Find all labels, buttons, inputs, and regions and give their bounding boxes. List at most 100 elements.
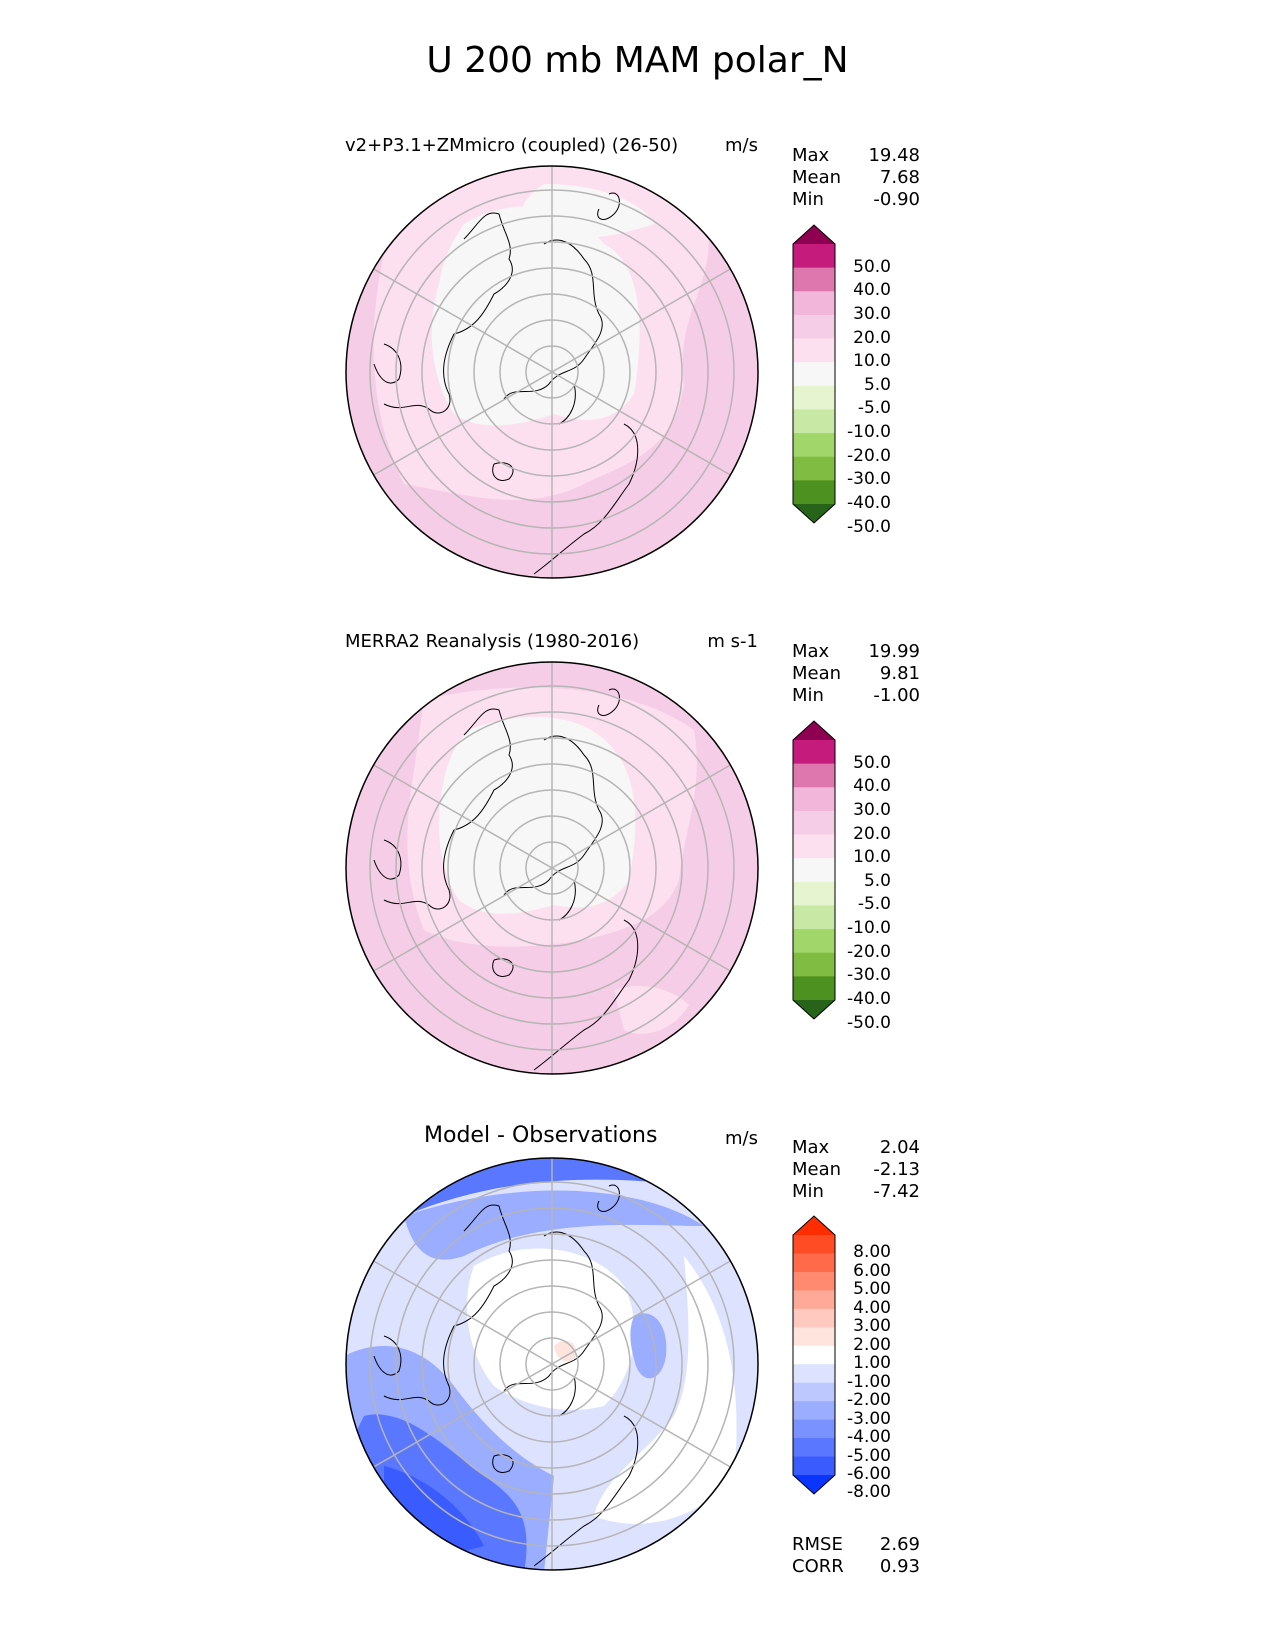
panel-2-max-value: 19.99 xyxy=(868,641,920,662)
colorbar-segment xyxy=(793,456,835,481)
colorbar-segment xyxy=(793,858,835,883)
colorbar-segment xyxy=(793,787,835,812)
panel-1-polar-map xyxy=(345,165,759,579)
colorbar-outline xyxy=(792,1215,836,1495)
panel-2-units: m s-1 xyxy=(707,631,758,652)
colorbar-segment xyxy=(793,1438,835,1458)
colorbar-tick-label: -40.0 xyxy=(847,493,891,513)
colorbar-outline xyxy=(792,720,836,1020)
colorbar-extend-min xyxy=(793,504,835,523)
colorbar-tick-label: -6.00 xyxy=(847,1464,891,1484)
colorbar-tick-label: 50.0 xyxy=(853,256,891,277)
panel-3-units: m/s xyxy=(725,1128,758,1149)
colorbar-segment xyxy=(793,905,835,930)
colorbar-extend-max xyxy=(793,1216,835,1235)
panel-1-coastlines xyxy=(373,192,639,575)
colorbar-segment xyxy=(793,810,835,836)
colorbar-tick-label: -1.00 xyxy=(847,1371,891,1392)
colorbar-segment xyxy=(793,1327,835,1347)
colorbar-segment xyxy=(793,1308,835,1328)
colorbar-segment xyxy=(793,1345,835,1365)
colorbar-segment xyxy=(793,881,835,906)
panel-2-min-value: -1.00 xyxy=(873,685,920,706)
panel-1-min-value: -0.90 xyxy=(873,189,920,210)
colorbar-segment xyxy=(793,267,835,292)
colorbar-tick-label: -5.0 xyxy=(857,894,891,915)
colorbar-segment xyxy=(793,362,835,387)
colorbar-tick-label: 40.0 xyxy=(853,776,891,797)
panel-3-title: Model - Observations xyxy=(424,1123,658,1148)
panel-3-min-value: -7.42 xyxy=(873,1181,920,1202)
colorbar-tick-label: -8.00 xyxy=(847,1482,891,1503)
panel-1-graticule xyxy=(369,166,735,578)
panel-3-map-boundary xyxy=(345,1157,759,1571)
colorbar-tick-label: -10.0 xyxy=(847,918,891,939)
colorbar-tick-label: -3.00 xyxy=(847,1408,891,1429)
colorbar-tick-label: 8.00 xyxy=(853,1242,891,1263)
panel-3-colorbar xyxy=(792,1215,836,1499)
panel-3-corr-label: CORR xyxy=(792,1556,844,1577)
panel-3-graticule xyxy=(369,1158,735,1570)
panel-2-mean-label: Mean xyxy=(792,663,842,684)
colorbar-segment xyxy=(793,740,835,765)
colorbar-tick-label: 40.0 xyxy=(853,280,891,301)
colorbar-segment xyxy=(793,385,835,410)
panel-3-field-mid-north xyxy=(404,1190,704,1260)
colorbar-tick-label: -5.0 xyxy=(857,398,891,419)
colorbar-tick-label: -50.0 xyxy=(847,1012,891,1033)
colorbar-tick-label: 10.0 xyxy=(853,351,891,372)
panel-3-mean-value: -2.13 xyxy=(873,1159,920,1180)
colorbar-tick-label: -30.0 xyxy=(847,469,891,490)
panel-3-polar-map xyxy=(345,1157,759,1571)
colorbar-segment xyxy=(793,433,835,458)
colorbar-segment xyxy=(793,1456,835,1476)
colorbar-tick-label: -10.0 xyxy=(847,422,891,443)
panel-2-field-light-south xyxy=(614,985,689,1034)
panel-1-max-value: 19.48 xyxy=(868,145,920,166)
colorbar-segment xyxy=(793,291,835,316)
panel-3-min-label: Min xyxy=(792,1181,824,1202)
colorbar-tick-label: 4.00 xyxy=(853,1297,891,1318)
colorbar-segment xyxy=(793,1401,835,1421)
colorbar-tick-label: 5.0 xyxy=(863,870,891,891)
colorbar-tick-label: 3.00 xyxy=(853,1316,891,1337)
panel-1-max-label: Max xyxy=(792,145,830,166)
colorbar-segment xyxy=(793,338,835,363)
panel-1-map-boundary xyxy=(345,165,759,579)
colorbar-tick-label: -20.0 xyxy=(847,941,891,962)
panel-2-field-near-zero xyxy=(439,716,636,914)
panel-1-colorbar xyxy=(792,224,836,528)
panel-3-rmse-label: RMSE xyxy=(792,1534,843,1555)
colorbar-tick-label: -30.0 xyxy=(847,965,891,986)
colorbar-tick-label: 30.0 xyxy=(853,799,891,820)
colorbar-segment xyxy=(793,1271,835,1291)
colorbar-segment xyxy=(793,763,835,788)
colorbar-tick-label: -2.00 xyxy=(847,1390,891,1411)
colorbar-segment xyxy=(793,1382,835,1402)
colorbar-extend-min xyxy=(793,1000,835,1019)
colorbar-tick-label: -20.0 xyxy=(847,445,891,466)
colorbar-segment xyxy=(793,1235,835,1254)
panel-2-max-label: Max xyxy=(792,641,830,662)
panel-1-title: v2+P3.1+ZMmicro (coupled) (26-50) xyxy=(345,135,679,156)
panel-3-max-label: Max xyxy=(792,1137,830,1158)
colorbar-tick-label: 6.00 xyxy=(853,1260,891,1281)
colorbar-segment xyxy=(793,1364,835,1384)
panel-2-min-label: Min xyxy=(792,685,824,706)
colorbar-tick-label: -5.00 xyxy=(847,1445,891,1466)
panel-1-min-label: Min xyxy=(792,189,824,210)
colorbar-extend-max xyxy=(793,721,835,740)
panel-2-colorbar xyxy=(792,720,836,1024)
colorbar-tick-label: 50.0 xyxy=(853,752,891,773)
colorbar-extend-min xyxy=(793,1475,835,1494)
colorbar-segment xyxy=(793,929,835,954)
panel-3-field-near-zero-east xyxy=(594,1256,737,1524)
colorbar-tick-label: 20.0 xyxy=(853,823,891,844)
colorbar-tick-label: -40.0 xyxy=(847,989,891,1009)
panel-2-title: MERRA2 Reanalysis (1980-2016) xyxy=(345,631,640,652)
colorbar-tick-label: 1.00 xyxy=(853,1353,891,1374)
colorbar-segment xyxy=(793,1419,835,1439)
panel-1-mean-value: 7.68 xyxy=(879,167,920,188)
colorbar-segment xyxy=(793,409,835,434)
panel-2-polar-map xyxy=(345,661,759,1075)
